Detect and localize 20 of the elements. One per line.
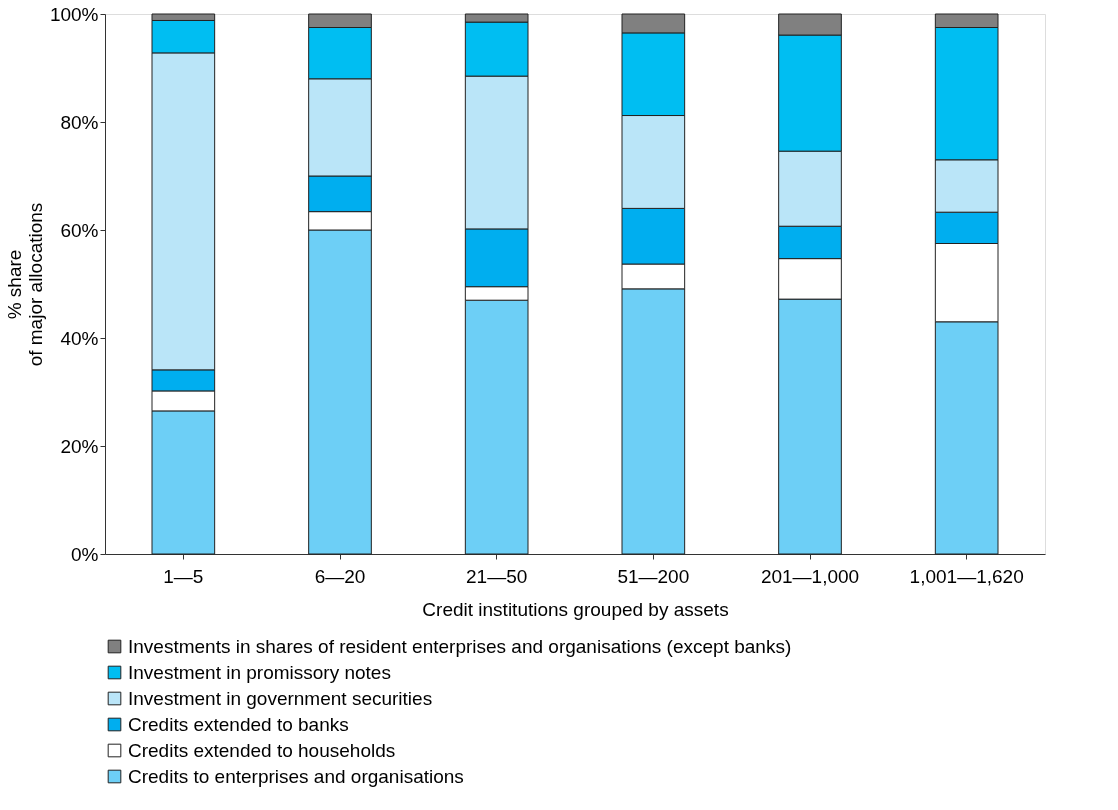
x-tick-label: 51—200 [617,565,690,587]
y-tick-label: 100% [49,3,99,25]
x-tick-label: 1,001—1,620 [909,565,1024,587]
legend-label: Investments in shares of resident enterprises and organisations (except banks) [128,635,792,657]
legend-label: Investment in promissory notes [128,661,391,683]
y-tick-label: 0% [71,543,99,565]
legend-label: Credits to enterprises and organisations [128,765,464,787]
legend-label: Investment in government securities [128,687,433,709]
y-tick-label: 20% [60,435,99,457]
x-axis-title: Credit institutions grouped by assets [422,598,729,620]
y-tick-label: 60% [60,219,99,241]
x-tick-label: 21—50 [466,565,528,587]
y-tick-label: 40% [60,327,99,349]
legend-label: Credits extended to households [128,739,396,761]
y-tick-label: 80% [60,111,99,133]
y-axis-title: % share of major allocations [3,202,46,367]
x-tick-label: 201—1,000 [760,565,860,587]
legend-label: Credits extended to banks [128,713,349,735]
x-tick-label: 6—20 [314,565,366,587]
x-tick-label: 1—5 [163,565,204,587]
